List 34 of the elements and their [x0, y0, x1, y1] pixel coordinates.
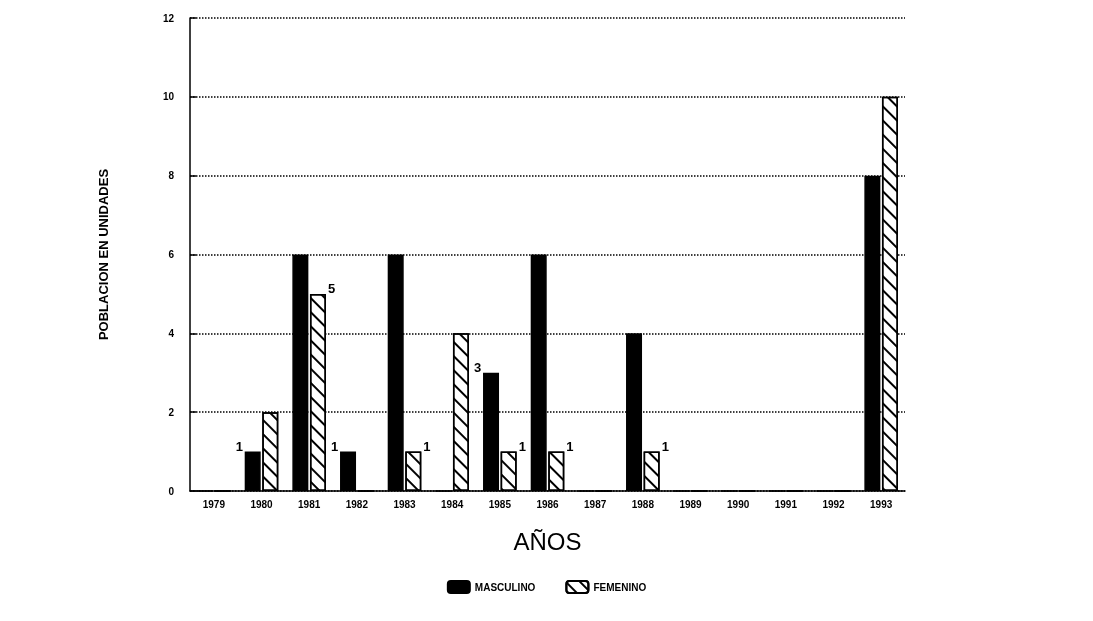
data-label: 1	[423, 438, 431, 454]
y-tick-label: 6	[168, 249, 175, 260]
x-tick-label: 1992	[822, 498, 846, 510]
x-tick-label: 1984	[441, 498, 464, 510]
x-tick-label: 1987	[584, 498, 607, 510]
x-tick-label: 1980	[250, 498, 274, 510]
x-tick-label: 1979	[202, 498, 226, 510]
legend-label: MASCULINO	[474, 581, 536, 593]
data-label: 1	[661, 438, 669, 454]
x-tick-label: 1981	[298, 498, 321, 510]
y-axis-title: POBLACION EN UNIDADES	[96, 168, 111, 341]
x-tick-label: 1988	[631, 498, 655, 510]
x-tick-label: 1982	[345, 498, 369, 510]
y-tick-label: 8	[168, 170, 175, 182]
data-label: 1	[235, 438, 243, 454]
x-tick-label: 1986	[536, 498, 560, 510]
y-tick-label: 2	[168, 406, 175, 418]
data-label: 3	[474, 359, 482, 375]
x-tick-label: 1985	[488, 498, 512, 510]
x-tick-label: 1983	[393, 498, 417, 510]
y-tick-label: 4	[168, 327, 175, 339]
data-label: 1	[566, 438, 574, 454]
x-tick-label: 1990	[727, 498, 750, 510]
data-label: 1	[331, 438, 339, 454]
y-tick-label: 10	[162, 91, 175, 103]
x-tick-label: 1991	[774, 498, 798, 510]
x-axis-title: AÑOS	[513, 527, 582, 555]
x-tick-label: 1993	[870, 498, 893, 510]
legend-label: FEMENINO	[593, 581, 647, 593]
y-tick-label: 0	[168, 485, 175, 497]
data-label: 1	[518, 438, 526, 454]
y-tick-label: 12	[162, 12, 175, 24]
x-tick-label: 1989	[679, 498, 703, 510]
data-label: 5	[327, 280, 336, 296]
